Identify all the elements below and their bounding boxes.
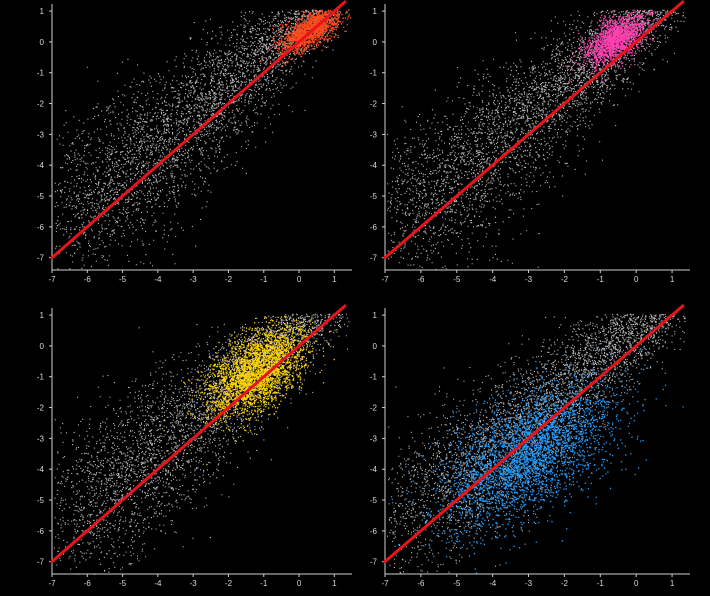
background-points-path	[53, 313, 350, 575]
reference-line	[50, 304, 347, 564]
y-tick-label: -2	[370, 404, 378, 413]
y-tick-label: -3	[37, 130, 45, 139]
x-tick-label: -3	[190, 579, 198, 588]
scatter-panel-bottom-left: -7 -6 -5 -4 -3 -2 -1 0 1 1 0 -1 -2 -3 -4 -5 -6 -7	[0, 300, 355, 596]
y-tick-label: 0	[373, 342, 378, 351]
x-tick-label: -5	[453, 579, 461, 588]
y-tick-label: -1	[370, 373, 378, 382]
y-tick-label: -3	[37, 434, 45, 443]
y-tick-label: 0	[40, 38, 45, 47]
background-points	[54, 9, 350, 271]
scatter-plot: -7 -6 -5 -4 -3 -2 -1 0 1 1 0 -1 -2 -3 -4 -5 -6 -7	[370, 0, 690, 284]
x-tick-label: 0	[297, 275, 302, 284]
y-tick-label: -7	[370, 254, 378, 263]
y-tick-label: -4	[370, 465, 378, 474]
x-tick-label: -5	[453, 275, 461, 284]
x-tick-label: -6	[84, 275, 92, 284]
x-tick-label: -3	[525, 579, 533, 588]
x-tick-label: -5	[119, 275, 127, 284]
highlight-points	[391, 346, 684, 574]
y-tick-label: -6	[370, 527, 378, 536]
y-tick-label: -1	[37, 373, 45, 382]
y-tick-label: -4	[37, 161, 45, 170]
x-tick-label: 0	[634, 579, 639, 588]
x-tick-label: 0	[634, 275, 639, 284]
y-tick-label: -4	[37, 465, 45, 474]
y-tick-label: -7	[37, 254, 45, 263]
y-tick-label: -3	[370, 434, 378, 443]
y-tick-label: -6	[37, 527, 45, 536]
x-tick-label: -4	[489, 275, 497, 284]
x-tick-label: -6	[417, 579, 425, 588]
scatter-panel-top-right: -7 -6 -5 -4 -3 -2 -1 0 1 1 0 -1 -2 -3 -4 -5 -6 -7	[333, 0, 710, 296]
y-tick-label: 1	[373, 7, 378, 16]
y-tick-label: 0	[373, 38, 378, 47]
y-tick-label: -2	[370, 100, 378, 109]
y-tick-label: -2	[37, 404, 45, 413]
x-tick-label: -1	[260, 579, 268, 588]
background-points	[53, 313, 350, 575]
scatter-panel-bottom-right: -7 -6 -5 -4 -3 -2 -1 0 1 1 0 -1 -2 -3 -4 -5 -6 -7	[333, 300, 710, 596]
scatter-panel-top-left: -7 -6 -5 -4 -3 -2 -1 0 1 1 0 -1 -2 -3 -4 -5 -6 -7	[0, 0, 355, 296]
x-tick-label: 1	[332, 275, 337, 284]
x-tick-label: -2	[225, 275, 233, 284]
x-tick-label: 0	[297, 579, 302, 588]
x-tick-label: -2	[561, 579, 569, 588]
x-tick-label: -2	[225, 579, 233, 588]
y-tick-label: -5	[37, 192, 45, 201]
y-tick-label: 0	[40, 342, 45, 351]
y-tick-label: -6	[37, 223, 45, 232]
x-tick-label: -3	[190, 275, 198, 284]
background-points	[387, 313, 686, 574]
reference-line	[383, 0, 685, 260]
y-tick-label: -2	[37, 100, 45, 109]
y-tick-label: 1	[373, 311, 378, 320]
y-tick-label: -3	[370, 130, 378, 139]
background-points	[386, 9, 686, 270]
x-tick-label: -7	[381, 275, 389, 284]
x-tick-label: -2	[561, 275, 569, 284]
x-tick-label: -6	[84, 579, 92, 588]
y-tick-label: 1	[40, 311, 45, 320]
x-tick-label: 1	[332, 579, 337, 588]
background-points-path	[387, 313, 686, 574]
x-tick-label: -1	[597, 579, 605, 588]
x-tick-label: 1	[670, 275, 675, 284]
y-tick-label: -7	[370, 558, 378, 567]
x-tick-label: -3	[525, 275, 533, 284]
x-tick-label: -1	[597, 275, 605, 284]
scatter-plot: -7 -6 -5 -4 -3 -2 -1 0 1 1 0 -1 -2 -3 -4 -5 -6 -7	[37, 0, 352, 284]
x-tick-label: -7	[48, 579, 56, 588]
background-points-path	[54, 9, 350, 271]
scatter-plot: -7 -6 -5 -4 -3 -2 -1 0 1 1 0 -1 -2 -3 -4 -5 -6 -7	[370, 304, 690, 588]
reference-line	[50, 0, 347, 260]
x-tick-label: -1	[260, 275, 268, 284]
x-tick-label: -7	[381, 579, 389, 588]
y-tick-label: -5	[37, 496, 45, 505]
x-tick-label: -6	[417, 275, 425, 284]
x-tick-label: -4	[154, 579, 162, 588]
y-tick-label: -4	[370, 161, 378, 170]
reference-line	[383, 304, 685, 564]
y-tick-label: -6	[370, 223, 378, 232]
y-tick-label: -7	[37, 558, 45, 567]
highlight-points	[556, 9, 663, 83]
x-tick-label: 1	[670, 579, 675, 588]
x-tick-label: -4	[154, 275, 162, 284]
x-tick-label: -7	[48, 275, 56, 284]
x-tick-label: -4	[489, 579, 497, 588]
scatter-plot: -7 -6 -5 -4 -3 -2 -1 0 1 1 0 -1 -2 -3 -4 -5 -6 -7	[37, 304, 352, 588]
x-tick-label: -5	[119, 579, 127, 588]
y-tick-label: -5	[370, 496, 378, 505]
highlight-points	[246, 9, 352, 68]
y-tick-label: -5	[370, 192, 378, 201]
background-points-path	[386, 9, 686, 270]
y-tick-label: -1	[370, 69, 378, 78]
y-tick-label: 1	[40, 7, 45, 16]
y-tick-label: -1	[37, 69, 45, 78]
